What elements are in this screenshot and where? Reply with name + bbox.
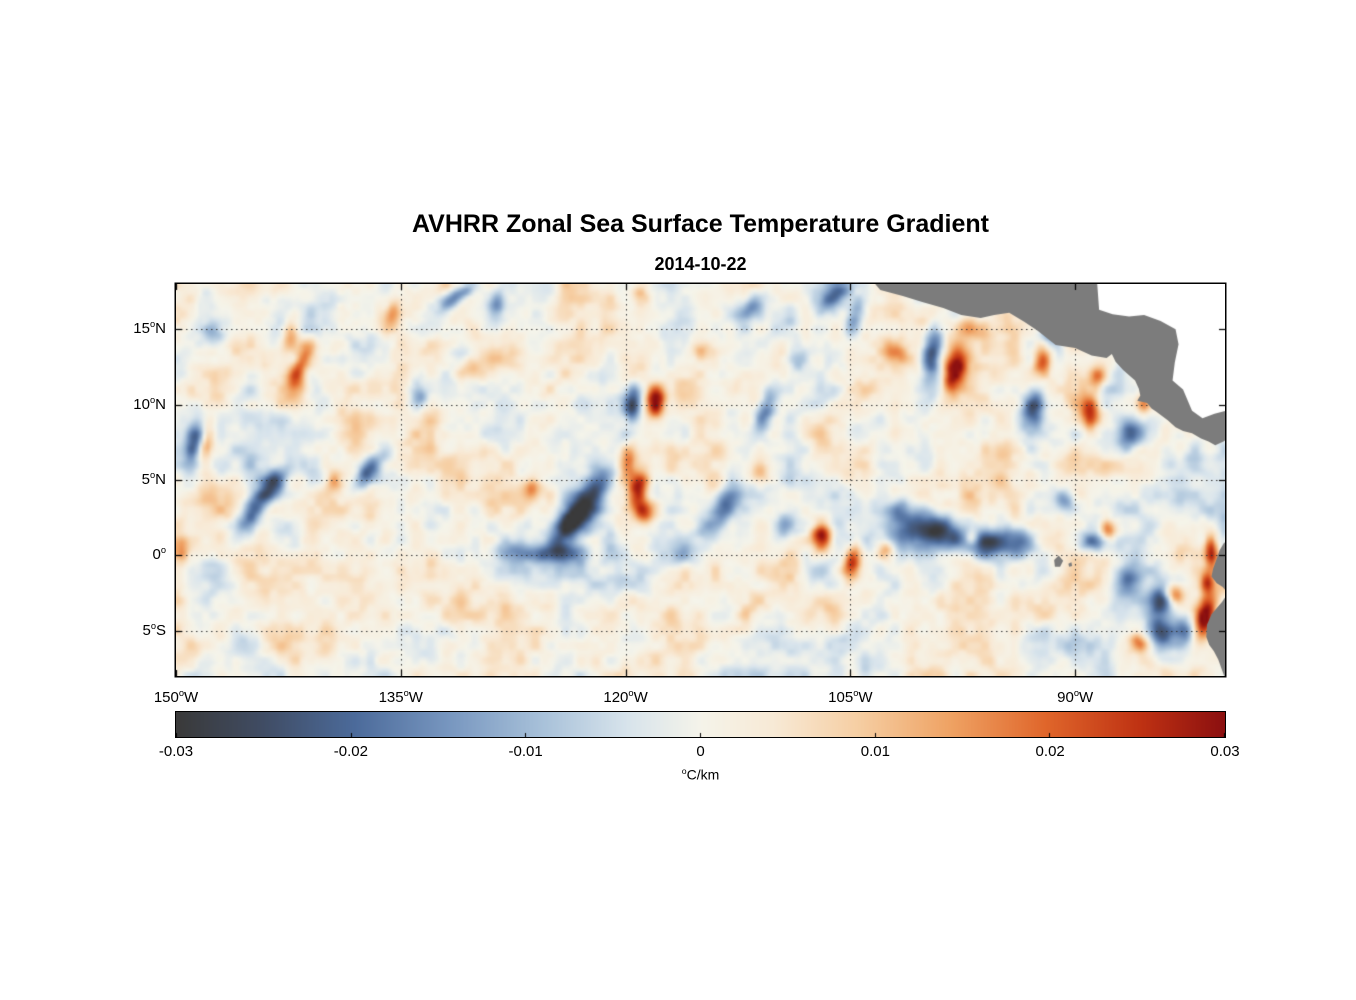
lat-tick-label: 15oN xyxy=(133,319,166,338)
figure-date-subtitle: 2014-10-22 xyxy=(654,254,747,274)
figure-title: AVHRR Zonal Sea Surface Temperature Grad… xyxy=(411,210,989,238)
map-frame xyxy=(176,284,1225,676)
lon-tick-label: 90oW xyxy=(1057,688,1094,706)
lat-tick-label: 5oS xyxy=(142,620,166,639)
lon-tick-label: 120oW xyxy=(603,688,648,706)
colorbar-frame xyxy=(176,712,1225,737)
colorbar-tick-label: 0.02 xyxy=(1035,743,1065,760)
colorbar-tick-label: -0.01 xyxy=(508,743,543,760)
lat-tick-label: 0o xyxy=(152,545,166,564)
sst-gradient-heatmap-canvas xyxy=(176,284,1225,676)
colorbar-tick-label: 0.03 xyxy=(1210,743,1240,760)
colorbar-tick-label: -0.03 xyxy=(158,743,194,760)
colorbar-tick-label: -0.02 xyxy=(333,743,368,760)
lat-tick-label: 10oN xyxy=(133,394,166,413)
lon-tick-label: 105oW xyxy=(828,688,873,706)
colorbar-units-label: oC/km xyxy=(681,766,720,783)
colorbar-tick-label: 0.01 xyxy=(860,743,890,760)
lat-tick-label: 5oN xyxy=(141,470,166,489)
lon-tick-label: 135oW xyxy=(378,688,423,706)
colorbar-tick-label: 0 xyxy=(696,743,705,760)
colorbar-canvas xyxy=(176,712,1225,737)
lon-tick-label: 150oW xyxy=(153,688,199,706)
